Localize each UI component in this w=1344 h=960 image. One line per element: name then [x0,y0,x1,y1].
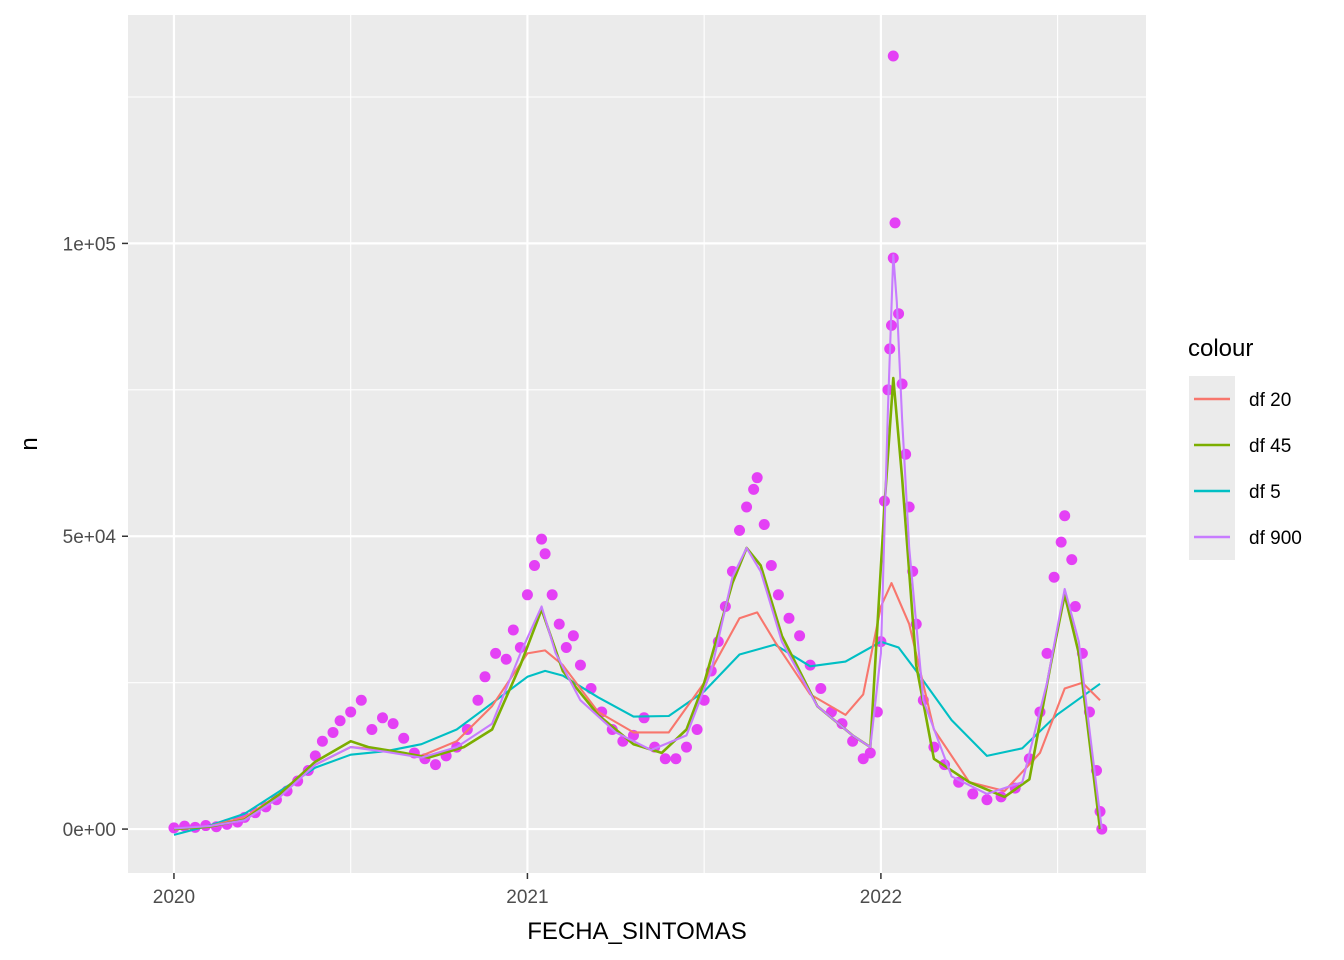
data-point [783,612,795,624]
grid-major [128,15,1146,873]
y-axis-ticks: 0e+00 5e+04 1e+05 [63,234,128,841]
data-point [1041,647,1053,659]
legend-label: df 900 [1249,528,1302,549]
data-point [751,472,763,484]
data-point [691,724,703,736]
data-point [864,747,876,759]
data-point [638,712,650,724]
data-point [560,642,572,654]
data-point [765,560,777,572]
data-point [334,715,346,727]
data-point [567,630,579,642]
data-point [398,732,410,744]
data-point [1055,536,1067,548]
data-point [670,753,682,765]
data-point [967,788,979,800]
x-tick-label: 2022 [860,887,902,908]
data-point [179,820,191,832]
data-point [539,548,551,560]
data-point [659,753,671,765]
legend: colour df 20 df 45 df 5 df 900 [1188,335,1302,560]
data-point [327,726,339,738]
data-point [514,642,526,654]
data-point [546,589,558,601]
x-tick-label: 2021 [506,887,548,908]
data-point [387,718,399,730]
data-point [377,712,388,724]
data-point [1048,571,1060,583]
legend-title: colour [1188,335,1253,362]
legend-label: df 20 [1249,390,1291,411]
data-point [893,308,905,320]
data-point [316,735,328,747]
data-point [772,589,784,601]
data-point [680,741,692,753]
data-point [887,50,899,62]
data-point [345,706,357,718]
x-axis-title: FECHA_SINTOMAS [527,918,747,945]
data-point [500,653,512,665]
data-point [355,694,367,706]
data-point [734,524,746,536]
data-point [366,724,378,736]
y-tick-label: 0e+00 [63,820,116,841]
legend-label: df 5 [1249,482,1281,503]
data-point [836,718,848,730]
data-point [1069,601,1081,613]
data-point [490,647,502,659]
data-point [479,671,491,683]
data-point [536,533,548,545]
data-point [528,560,540,572]
x-tick-label: 2020 [153,887,195,908]
data-point [748,483,760,495]
data-point [521,589,533,601]
fit-lines [173,254,1103,836]
y-tick-label: 1e+05 [63,234,116,255]
data-point [574,659,586,671]
series-line-df-900 [173,254,1103,830]
series-line-df-5 [173,640,1101,836]
data-point [896,378,908,390]
x-axis-ticks: 2020 2021 2022 [153,873,902,908]
data-point [815,683,827,695]
data-point [1066,554,1078,566]
data-point [900,448,912,460]
data-point [741,501,753,513]
legend-label: df 45 [1249,436,1291,457]
data-point [794,630,806,642]
data-point [889,217,901,229]
y-axis-title: n [16,437,43,450]
data-point [430,759,442,771]
data-point [758,519,770,531]
data-point [472,694,484,706]
y-tick-label: 5e+04 [63,527,117,548]
data-point [507,624,519,636]
data-point [981,794,993,806]
plot-panel [128,15,1146,873]
data-point [553,618,565,630]
data-point [1059,510,1071,522]
grid-minor [128,15,1146,873]
